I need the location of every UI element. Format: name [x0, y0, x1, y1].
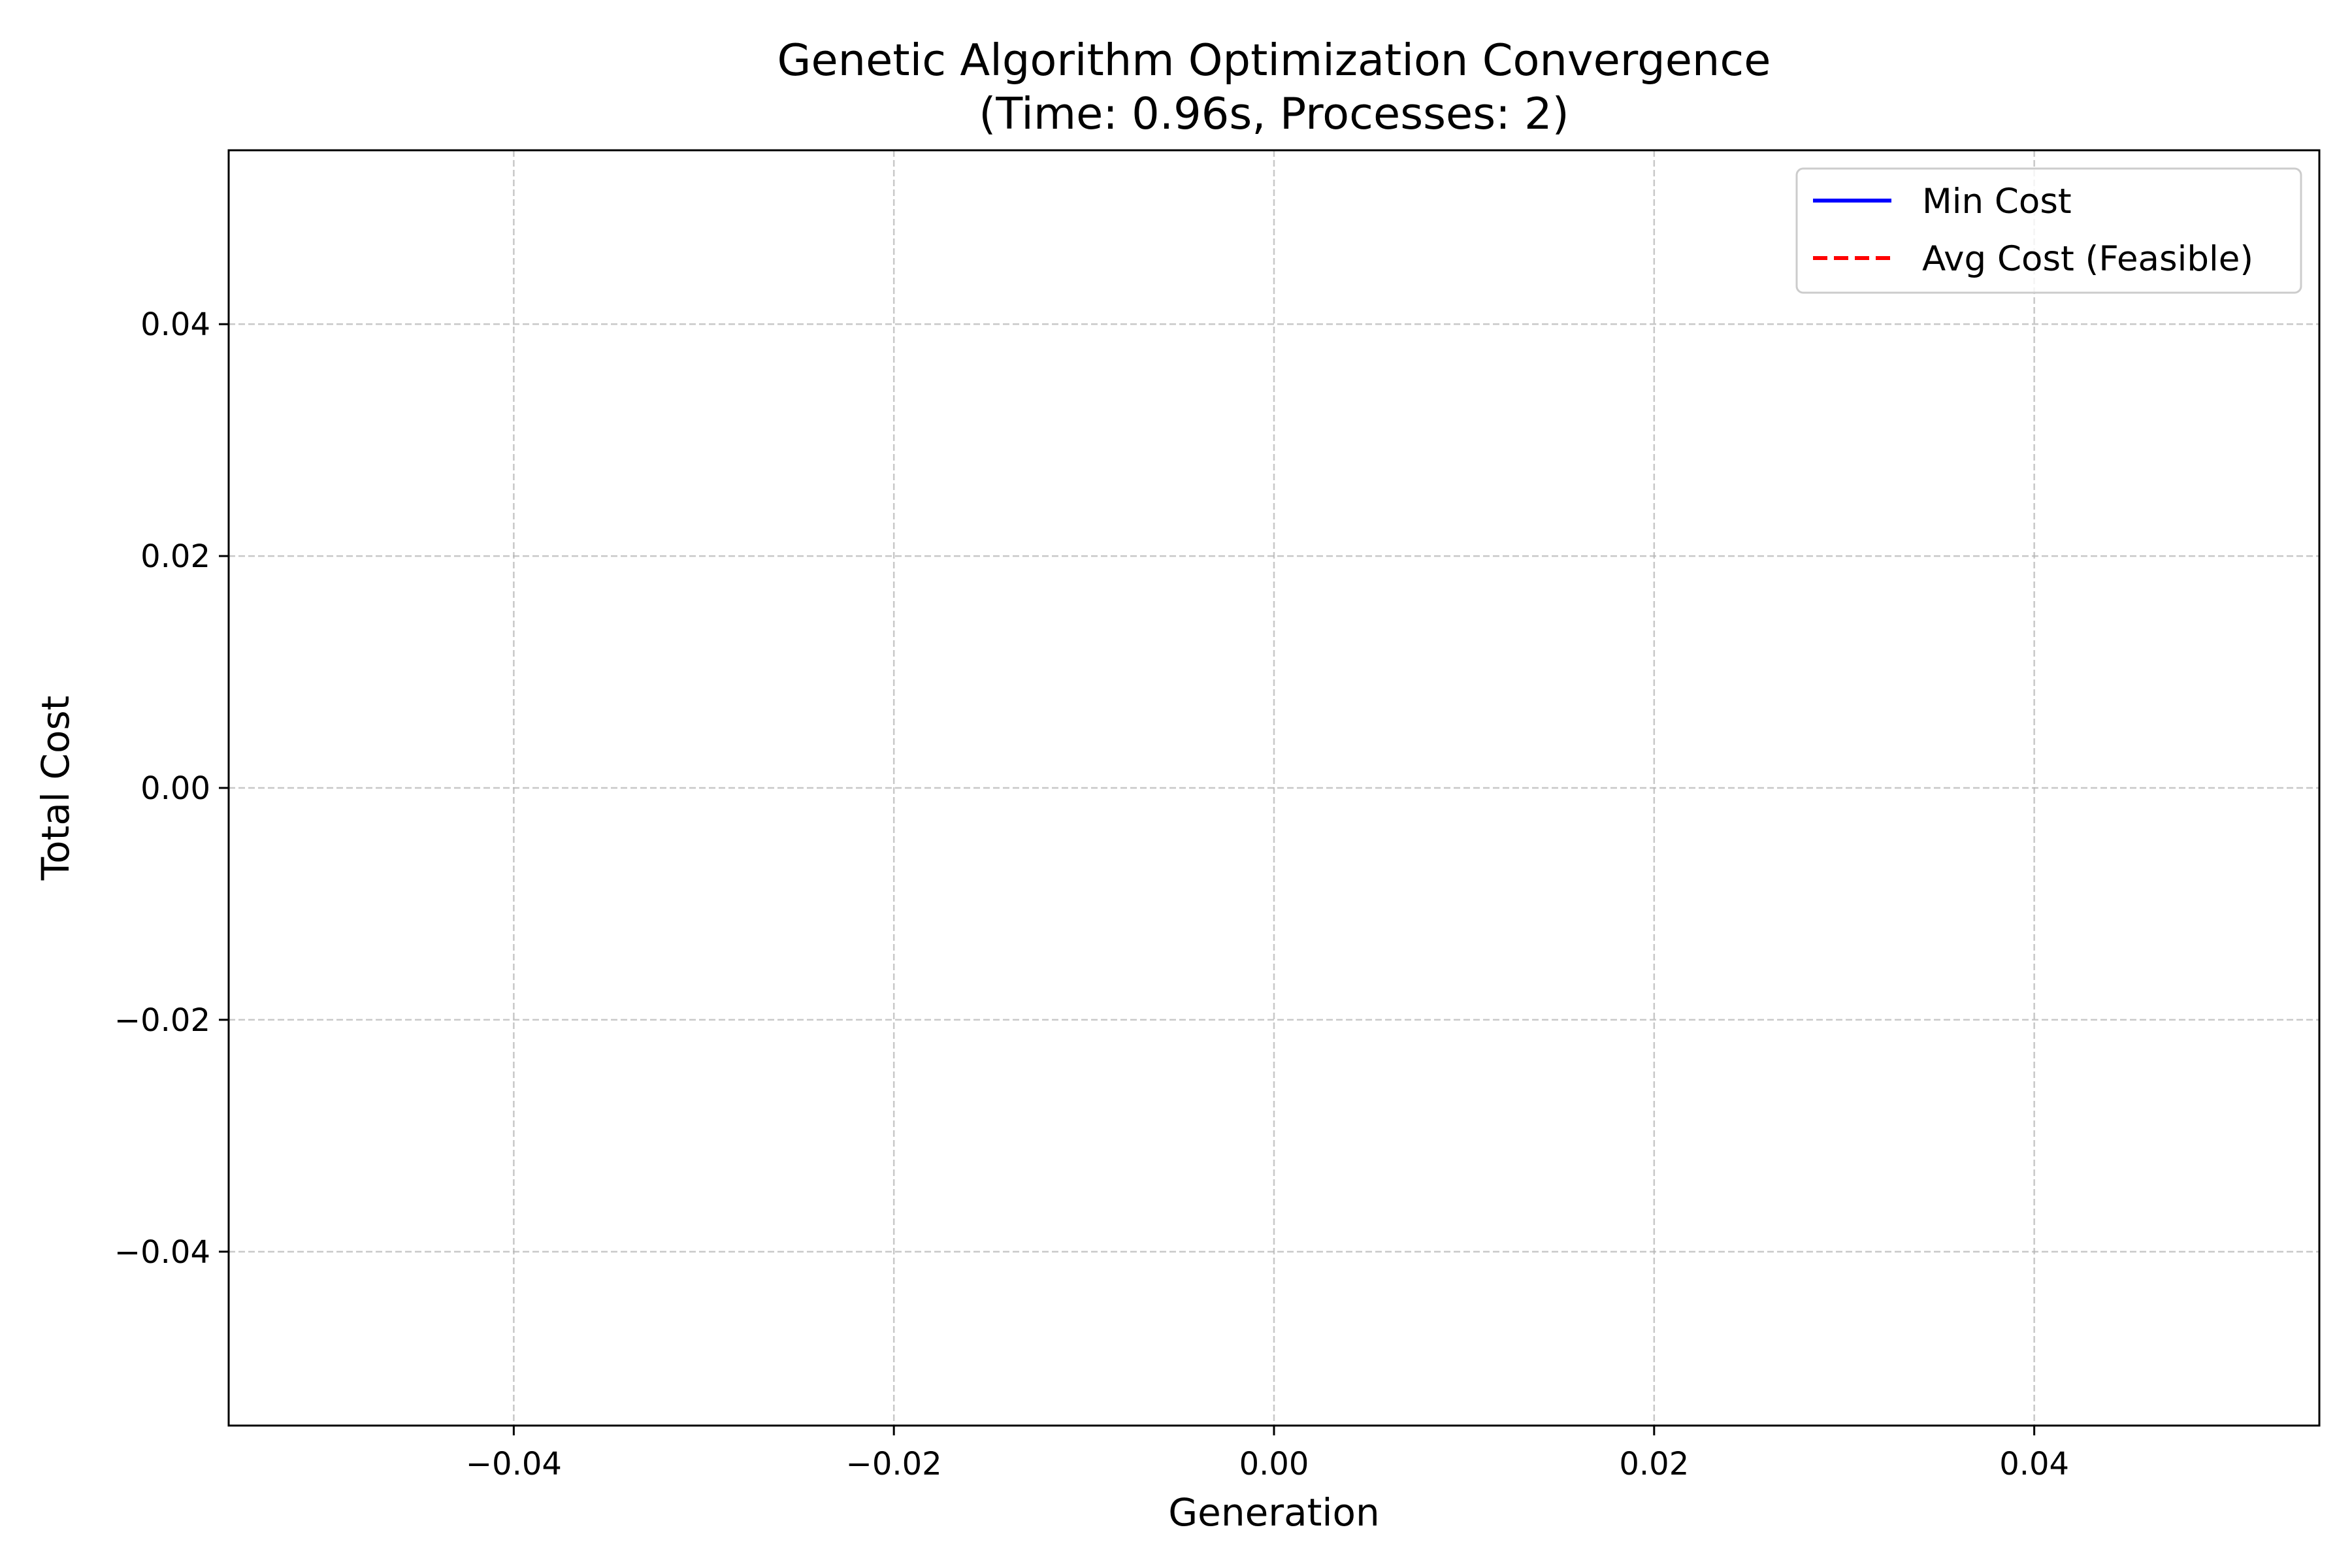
x-tick-label: 0.04 [1999, 1446, 2069, 1482]
x-tick-label: −0.02 [846, 1446, 942, 1482]
y-tick-label: 0.02 [140, 538, 210, 575]
chart-title: Genetic Algorithm Optimization Convergen… [777, 35, 1771, 86]
grid-lines [229, 150, 2319, 1426]
legend-label: Avg Cost (Feasible) [1922, 239, 2253, 279]
axis-ticks: −0.04 −0.02 0.00 0.02 0.04 −0.04 −0.02 0.00 0.02… [114, 306, 2069, 1482]
x-tick-label: 0.02 [1619, 1446, 1689, 1482]
x-tick-label: −0.04 [466, 1446, 562, 1482]
legend: Min Cost Avg Cost (Feasible) [1795, 167, 2302, 294]
y-tick-label: 0.04 [140, 306, 210, 343]
y-tick-label: −0.04 [114, 1234, 210, 1271]
y-axis-label: Total Cost [33, 696, 78, 881]
chart-subtitle: (Time: 0.96s, Processes: 2) [979, 88, 1569, 139]
legend-label: Min Cost [1922, 182, 2072, 221]
x-tick-label: 0.00 [1239, 1446, 1309, 1482]
legend-box [1795, 167, 2302, 294]
y-tick-label: −0.02 [114, 1002, 210, 1039]
x-axis-label: Generation [1168, 1490, 1380, 1535]
y-tick-label: 0.00 [140, 770, 210, 807]
